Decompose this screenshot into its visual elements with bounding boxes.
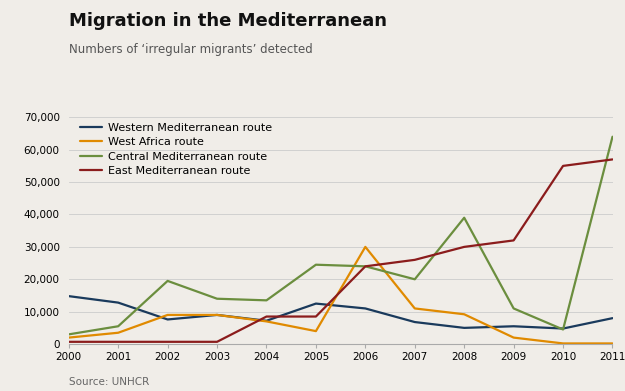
East Mediterranean route (312, 314, 319, 319)
Central Mediterranean route (65, 332, 72, 337)
Text: Migration in the Mediterranean: Migration in the Mediterranean (69, 12, 387, 30)
East Mediterranean route (65, 339, 72, 344)
Central Mediterranean route (609, 135, 616, 139)
East Mediterranean route (213, 339, 221, 344)
West Africa route (312, 329, 319, 334)
Central Mediterranean route (411, 277, 419, 282)
Western Mediterranean route (312, 301, 319, 306)
East Mediterranean route (262, 314, 270, 319)
Line: Western Mediterranean route: Western Mediterranean route (69, 296, 612, 328)
Line: Central Mediterranean route: Central Mediterranean route (69, 137, 612, 334)
West Africa route (65, 335, 72, 340)
West Africa route (262, 319, 270, 324)
West Africa route (461, 312, 468, 317)
East Mediterranean route (164, 339, 171, 344)
West Africa route (411, 306, 419, 311)
West Africa route (164, 312, 171, 317)
Central Mediterranean route (559, 327, 567, 332)
Western Mediterranean route (362, 306, 369, 311)
Western Mediterranean route (213, 312, 221, 317)
East Mediterranean route (362, 264, 369, 269)
Western Mediterranean route (65, 294, 72, 298)
East Mediterranean route (609, 157, 616, 162)
Central Mediterranean route (114, 324, 122, 328)
Central Mediterranean route (213, 296, 221, 301)
West Africa route (213, 312, 221, 317)
East Mediterranean route (411, 258, 419, 262)
Central Mediterranean route (164, 278, 171, 283)
East Mediterranean route (461, 244, 468, 249)
Western Mediterranean route (609, 316, 616, 321)
Central Mediterranean route (262, 298, 270, 303)
West Africa route (114, 330, 122, 335)
Western Mediterranean route (510, 324, 518, 328)
East Mediterranean route (114, 339, 122, 344)
Central Mediterranean route (362, 264, 369, 269)
Western Mediterranean route (559, 326, 567, 331)
Western Mediterranean route (262, 318, 270, 323)
Text: Source: UNHCR: Source: UNHCR (69, 377, 149, 387)
West Africa route (609, 341, 616, 346)
Line: East Mediterranean route: East Mediterranean route (69, 160, 612, 342)
Western Mediterranean route (164, 317, 171, 322)
West Africa route (362, 244, 369, 249)
West Africa route (510, 335, 518, 340)
Western Mediterranean route (114, 300, 122, 305)
Text: Numbers of ‘irregular migrants’ detected: Numbers of ‘irregular migrants’ detected (69, 43, 312, 56)
Western Mediterranean route (411, 320, 419, 325)
West Africa route (559, 341, 567, 346)
Central Mediterranean route (510, 306, 518, 311)
Western Mediterranean route (461, 326, 468, 330)
Central Mediterranean route (312, 262, 319, 267)
East Mediterranean route (559, 163, 567, 168)
Line: West Africa route: West Africa route (69, 247, 612, 343)
East Mediterranean route (510, 238, 518, 243)
Central Mediterranean route (461, 215, 468, 220)
Legend: Western Mediterranean route, West Africa route, Central Mediterranean route, Eas: Western Mediterranean route, West Africa… (80, 123, 272, 176)
